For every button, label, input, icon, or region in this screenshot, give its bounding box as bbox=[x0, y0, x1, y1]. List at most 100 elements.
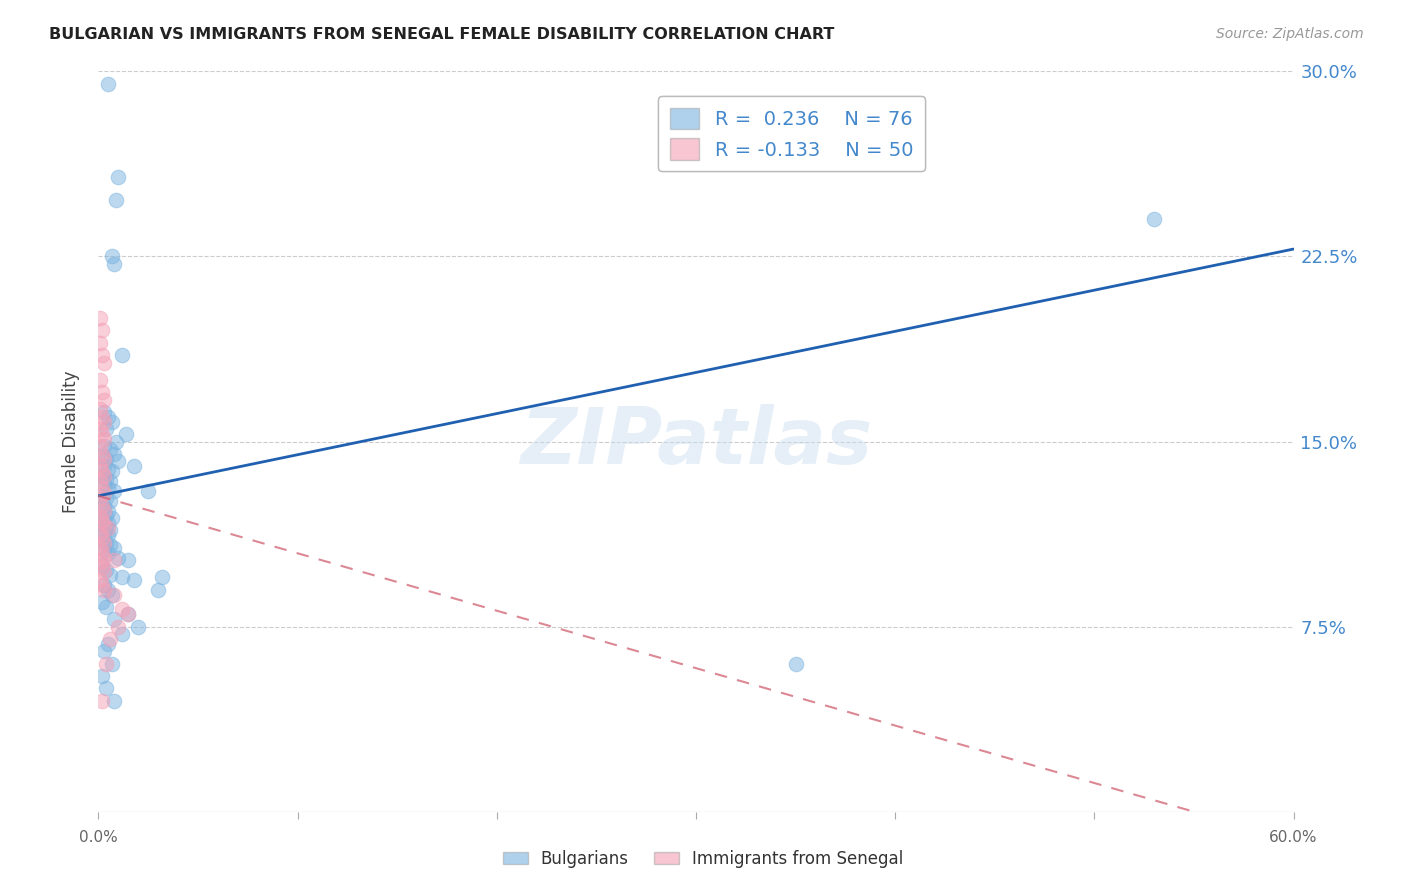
Point bbox=[96, 535, 118, 549]
Point bbox=[96, 508, 118, 523]
Point bbox=[107, 170, 129, 185]
Point bbox=[96, 471, 118, 485]
Point bbox=[96, 563, 118, 577]
Point bbox=[98, 524, 122, 538]
Point bbox=[101, 249, 124, 264]
Point bbox=[91, 489, 114, 503]
Point bbox=[97, 409, 120, 424]
Point bbox=[785, 657, 807, 671]
Point bbox=[98, 493, 122, 508]
Point bbox=[101, 657, 124, 671]
Point bbox=[97, 461, 120, 475]
Point bbox=[93, 543, 115, 558]
Point bbox=[91, 447, 114, 461]
Point bbox=[93, 518, 115, 533]
Point bbox=[93, 476, 115, 491]
Point bbox=[93, 514, 115, 528]
Point bbox=[89, 474, 111, 488]
Point bbox=[91, 469, 114, 483]
Point bbox=[91, 533, 114, 548]
Point bbox=[97, 528, 120, 542]
Point bbox=[103, 541, 125, 555]
Point bbox=[96, 422, 118, 436]
Point bbox=[93, 432, 115, 446]
Point bbox=[111, 627, 134, 641]
Point bbox=[93, 525, 115, 540]
Point bbox=[91, 482, 114, 496]
Y-axis label: Female Disability: Female Disability bbox=[62, 370, 80, 513]
Point bbox=[93, 535, 115, 549]
Point bbox=[103, 612, 125, 626]
Point bbox=[117, 607, 139, 622]
Point bbox=[101, 464, 124, 478]
Point bbox=[89, 335, 111, 350]
Point bbox=[103, 257, 125, 271]
Point bbox=[89, 508, 111, 523]
Point bbox=[96, 521, 118, 535]
Point bbox=[91, 560, 114, 574]
Point bbox=[97, 521, 120, 535]
Point bbox=[107, 454, 129, 468]
Point bbox=[101, 415, 124, 429]
Legend: Bulgarians, Immigrants from Senegal: Bulgarians, Immigrants from Senegal bbox=[496, 844, 910, 875]
Point bbox=[103, 447, 125, 461]
Point bbox=[89, 440, 111, 454]
Point bbox=[97, 582, 120, 597]
Point bbox=[96, 681, 118, 696]
Point bbox=[96, 599, 118, 614]
Point bbox=[89, 491, 111, 506]
Point bbox=[1143, 212, 1166, 227]
Point bbox=[103, 483, 125, 498]
Point bbox=[103, 588, 125, 602]
Point bbox=[89, 422, 111, 436]
Point bbox=[117, 607, 139, 622]
Point bbox=[93, 566, 115, 580]
Point bbox=[91, 464, 114, 478]
Point bbox=[91, 546, 114, 560]
Point bbox=[91, 531, 114, 545]
Point bbox=[136, 483, 159, 498]
Point bbox=[96, 657, 118, 671]
Point bbox=[93, 550, 115, 565]
Point bbox=[96, 491, 118, 506]
Point bbox=[93, 355, 115, 369]
Point bbox=[97, 637, 120, 651]
Point bbox=[103, 553, 125, 567]
Point bbox=[91, 427, 114, 442]
Point bbox=[111, 570, 134, 584]
Point bbox=[96, 451, 118, 466]
Point bbox=[93, 440, 115, 454]
Point bbox=[89, 311, 111, 326]
Point bbox=[98, 538, 122, 552]
Point bbox=[107, 619, 129, 633]
Point bbox=[93, 392, 115, 407]
Point bbox=[91, 501, 114, 516]
Point bbox=[124, 573, 146, 587]
Point bbox=[115, 427, 138, 442]
Point bbox=[98, 567, 122, 582]
Point bbox=[97, 503, 120, 517]
Point bbox=[93, 451, 115, 466]
Point bbox=[93, 577, 115, 591]
Point bbox=[101, 588, 124, 602]
Point bbox=[93, 582, 115, 597]
Text: BULGARIAN VS IMMIGRANTS FROM SENEGAL FEMALE DISABILITY CORRELATION CHART: BULGARIAN VS IMMIGRANTS FROM SENEGAL FEM… bbox=[49, 27, 835, 42]
Point bbox=[91, 514, 114, 528]
Text: Source: ZipAtlas.com: Source: ZipAtlas.com bbox=[1216, 27, 1364, 41]
Point bbox=[124, 459, 146, 474]
Point bbox=[93, 405, 115, 419]
Point bbox=[93, 469, 115, 483]
Point bbox=[117, 553, 139, 567]
Point bbox=[97, 482, 120, 496]
Text: ZIPatlas: ZIPatlas bbox=[520, 403, 872, 480]
Point bbox=[91, 518, 114, 533]
Point bbox=[91, 595, 114, 609]
Point bbox=[91, 558, 114, 572]
Point bbox=[97, 546, 120, 560]
Point bbox=[91, 409, 114, 424]
Point bbox=[98, 632, 122, 646]
Point bbox=[91, 385, 114, 400]
Point bbox=[89, 573, 111, 587]
Point bbox=[93, 459, 115, 474]
Point bbox=[98, 442, 122, 456]
